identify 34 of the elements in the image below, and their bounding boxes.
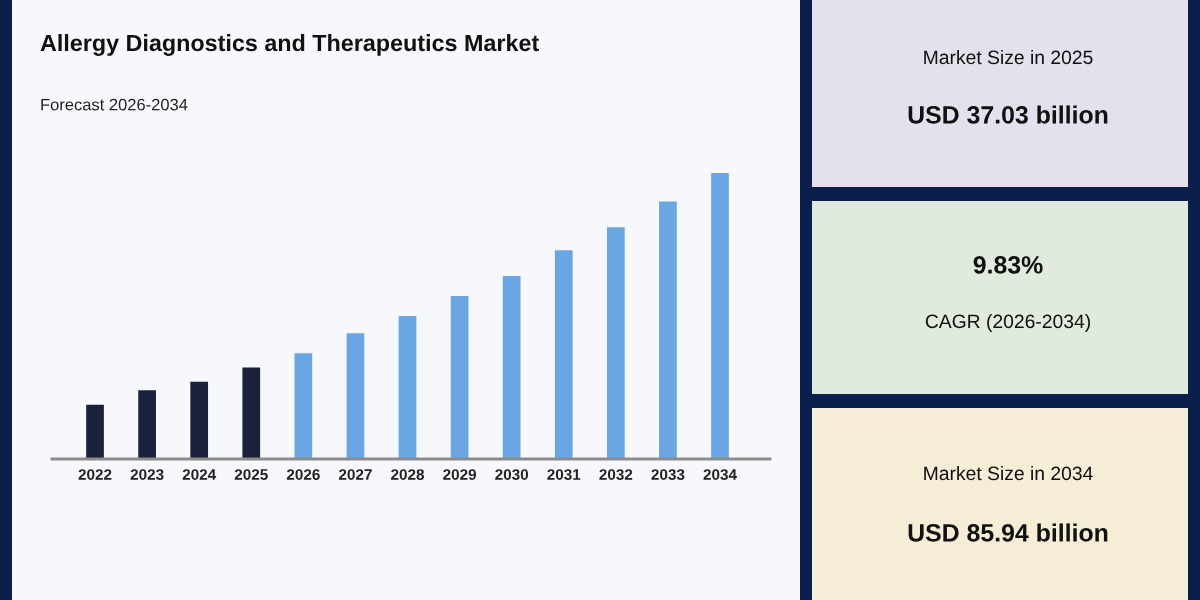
- chart-subtitle: Forecast 2026-2034: [41, 98, 188, 111]
- chart-title: Allergy Diagnostics and Therapeutics Market: [40, 34, 539, 56]
- bar: [502, 275, 521, 459]
- bar: [398, 316, 417, 459]
- bar: [554, 250, 573, 459]
- x-tick-label: 2034: [703, 469, 737, 480]
- x-tick-label: 2032: [599, 469, 633, 480]
- bar: [190, 381, 209, 459]
- x-tick-label: 2022: [78, 469, 112, 480]
- bar: [606, 227, 625, 459]
- x-tick-label: 2029: [443, 469, 477, 480]
- text: CAGR (2026-2034): [925, 314, 1090, 332]
- bar: [86, 404, 104, 459]
- x-tick-label: 2026: [286, 469, 320, 480]
- x-tick-label: 2033: [651, 469, 685, 480]
- text: Market Size in 2025: [924, 50, 1093, 65]
- bar: [711, 173, 729, 459]
- text: 9.83%: [973, 256, 1043, 274]
- text: USD 85.94 billion: [908, 523, 1108, 542]
- x-tick-label: 2028: [391, 469, 425, 480]
- x-tick-label: 2030: [495, 469, 529, 480]
- text: USD 37.03 billion: [908, 105, 1108, 124]
- x-tick-label: 2027: [338, 469, 372, 480]
- bar: [450, 295, 469, 459]
- bar: [659, 201, 677, 459]
- x-tick-label: 2024: [182, 469, 217, 480]
- x-tick-label: 2025: [234, 469, 268, 480]
- x-tick-label: 2031: [547, 469, 581, 480]
- bar: [346, 333, 365, 459]
- x-tick-label: 2023: [130, 469, 164, 480]
- text: Market Size in 2034: [924, 466, 1093, 481]
- bar: [138, 390, 156, 459]
- bar: [294, 353, 313, 459]
- bar: [242, 367, 261, 459]
